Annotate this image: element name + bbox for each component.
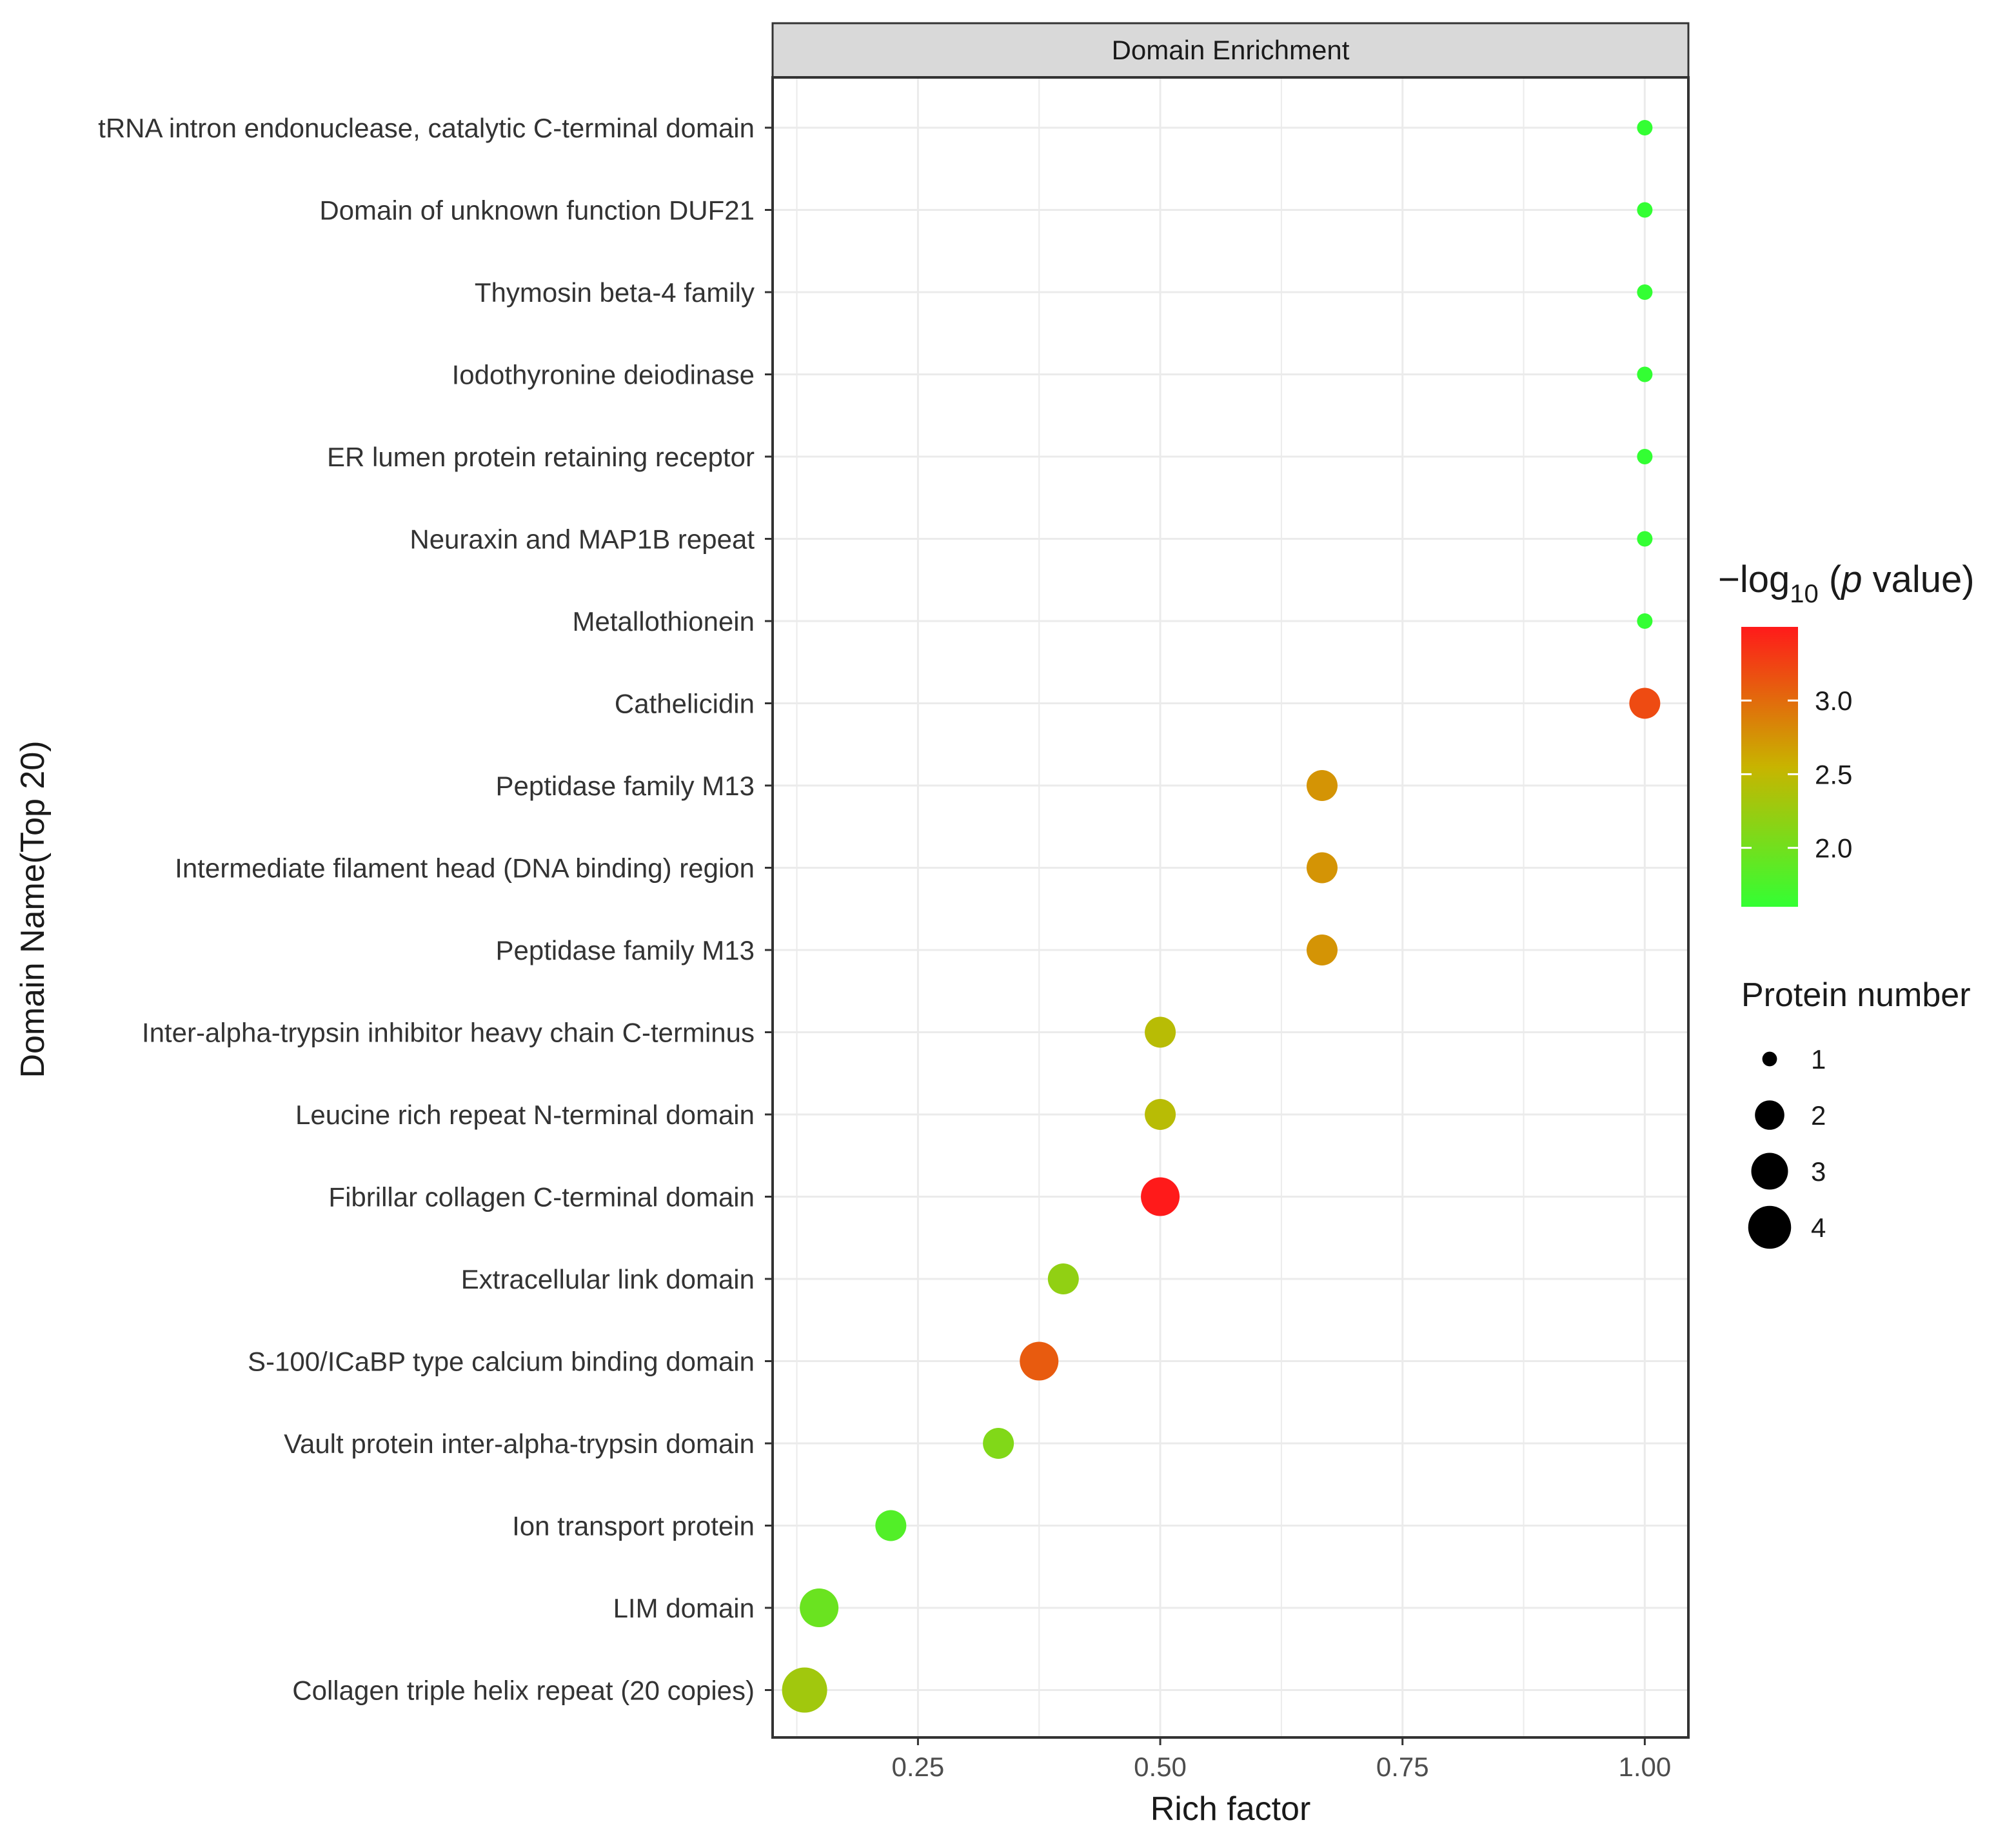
size-legend-label: 2 [1811,1100,1826,1131]
data-point [1145,1016,1176,1048]
chart-title: Domain Enrichment [1112,35,1350,65]
data-point [1637,531,1653,547]
size-legend-dot [1755,1100,1784,1130]
y-tick-label: Iodothyronine deiodinase [452,360,755,390]
data-point [1020,1341,1059,1381]
size-legend-label: 4 [1811,1212,1826,1243]
data-point [782,1667,827,1713]
data-point [1307,935,1338,965]
y-tick-label: Thymosin beta-4 family [475,277,755,308]
data-points [782,120,1661,1713]
plot-panel [773,77,1688,1737]
color-bar-tick-label: 3.0 [1815,686,1852,716]
data-point [1637,202,1653,218]
y-tick-label: Fibrillar collagen C-terminal domain [328,1182,755,1212]
data-point [800,1588,839,1627]
size-legend-label: 3 [1811,1156,1826,1187]
x-tick-label: 0.25 [892,1752,945,1782]
x-tick-label: 0.75 [1376,1752,1429,1782]
y-tick-label: Peptidase family M13 [495,771,755,801]
color-legend-title-main: −log [1718,559,1790,600]
x-axis-title: Rich factor [1151,1790,1311,1828]
y-tick-label: Cathelicidin [615,689,755,719]
y-tick-label: Neuraxin and MAP1B repeat [410,524,755,555]
y-tick-label: Metallothionein [572,606,755,637]
data-point [1141,1177,1180,1216]
color-legend-title-p: p [1840,559,1862,600]
y-tick-label: Inter-alpha-trypsin inhibitor heavy chai… [142,1018,755,1048]
color-legend: −log10 (p value) 3.0 2.5 2.0 [1718,559,1975,907]
data-point [1307,852,1338,884]
y-tick-label: Extracellular link domain [461,1264,755,1294]
y-tick-label: Intermediate filament head (DNA binding)… [175,853,755,884]
x-axis: 0.25 0.50 0.75 1.00 [892,1737,1672,1782]
y-tick-label: Leucine rich repeat N-terminal domain [295,1100,755,1130]
color-bar-tick-label: 2.0 [1815,833,1852,864]
x-tick-label: 0.50 [1134,1752,1187,1782]
panel-title-strip [771,22,1690,79]
size-legend-dot [1751,1152,1788,1190]
data-point [1637,366,1653,382]
data-point [1307,770,1338,801]
color-bar [1741,627,1798,907]
size-legend: Protein number 1 2 3 4 [1741,976,1971,1249]
color-legend-title: −log10 (p value) [1718,559,1975,608]
data-point [875,1510,907,1541]
y-tick-label: Domain of unknown function DUF21 [319,195,755,226]
size-legend-label: 1 [1811,1044,1826,1074]
data-point [983,1428,1014,1459]
y-tick-label: S-100/ICaBP type calcium binding domain [248,1347,755,1377]
plot-panel-border [771,76,1690,1739]
grid-lines [773,77,1688,1737]
color-bar-ticks: 3.0 2.5 2.0 [1741,686,1852,864]
y-tick-label: Peptidase family M13 [495,935,755,965]
y-tick-label: Collagen triple helix repeat (20 copies) [292,1676,755,1706]
y-tick-label: Vault protein inter-alpha-trypsin domain [284,1429,755,1459]
y-tick-label: ER lumen protein retaining receptor [327,442,755,472]
size-legend-dot [1762,1051,1777,1067]
data-point [1047,1263,1079,1294]
data-point [1145,1099,1176,1130]
size-legend-items: 1 2 3 4 [1748,1044,1826,1249]
data-point [1629,688,1661,719]
color-legend-title-rest: value) [1862,559,1974,600]
x-tick-label: 1.00 [1619,1752,1672,1782]
data-point [1637,284,1653,300]
size-legend-dot [1748,1205,1792,1249]
y-tick-label: LIM domain [613,1593,755,1623]
y-axis: tRNA intron endonuclease, catalytic C-te… [98,113,773,1706]
y-tick-label: tRNA intron endonuclease, catalytic C-te… [98,113,755,143]
color-legend-title-sub: 10 [1790,580,1819,608]
y-axis-title: Domain Name(Top 20) [14,740,52,1078]
color-legend-title-paren: ( [1819,559,1841,600]
size-legend-title: Protein number [1741,976,1971,1014]
data-point [1637,449,1653,464]
data-point [1637,120,1653,135]
y-tick-label: Ion transport protein [512,1511,755,1541]
data-point [1637,613,1653,629]
color-bar-tick-label: 2.5 [1815,759,1852,789]
